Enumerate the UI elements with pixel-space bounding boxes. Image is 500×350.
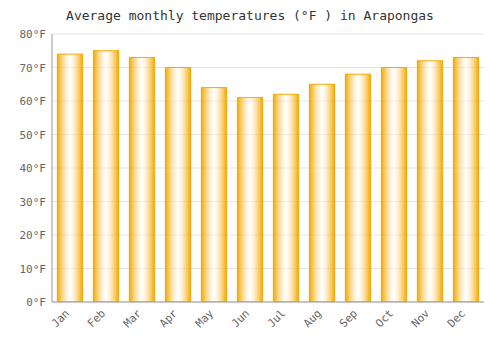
bar	[129, 57, 154, 302]
grid	[52, 34, 484, 302]
x-tick-label: Sep	[337, 307, 360, 330]
x-tick-label: Apr	[157, 307, 181, 331]
bar	[93, 51, 118, 302]
title: Average monthly temperatures (°F ) in Ar…	[66, 8, 434, 23]
x-tick-label: Jan	[49, 307, 72, 330]
bar	[165, 68, 190, 303]
y-tick-label: 70°F	[20, 62, 47, 75]
x-tick-label: Mar	[121, 307, 145, 331]
y-tick-label: 40°F	[20, 162, 47, 175]
y-tick-label: 10°F	[20, 263, 47, 276]
x-tick-label: Oct	[373, 307, 396, 330]
x-axis	[52, 302, 484, 303]
x-tick-label: Aug	[301, 307, 324, 330]
y-tick-label: 0°F	[26, 296, 46, 309]
y-tick-label: 30°F	[20, 196, 47, 209]
bar	[309, 84, 334, 302]
y-tick-label: 50°F	[20, 129, 47, 142]
x-tick-label: Jun	[229, 307, 252, 330]
bars	[57, 51, 478, 302]
bar	[201, 88, 226, 302]
x-tick-label: Nov	[409, 307, 433, 331]
bar	[381, 68, 406, 303]
grid-line	[52, 302, 484, 303]
bar	[273, 94, 298, 302]
x-tick-label: Jul	[265, 307, 288, 330]
grid-line	[52, 34, 484, 35]
chart-container: Average monthly temperatures (°F ) in Ar…	[0, 0, 500, 350]
chart: Average monthly temperatures (°F ) in Ar…	[0, 0, 500, 350]
x-tick-label: May	[193, 307, 217, 331]
bar	[57, 54, 82, 302]
bar	[417, 61, 442, 302]
x-tick-label: Dec	[445, 307, 468, 330]
bar	[237, 98, 262, 302]
y-tick-label: 60°F	[20, 95, 47, 108]
x-tick-label: Feb	[85, 307, 108, 330]
y-axis	[52, 34, 53, 302]
y-tick-label: 80°F	[20, 28, 47, 41]
y-tick-label: 20°F	[20, 229, 47, 242]
bar	[345, 74, 370, 302]
bar	[453, 57, 478, 302]
